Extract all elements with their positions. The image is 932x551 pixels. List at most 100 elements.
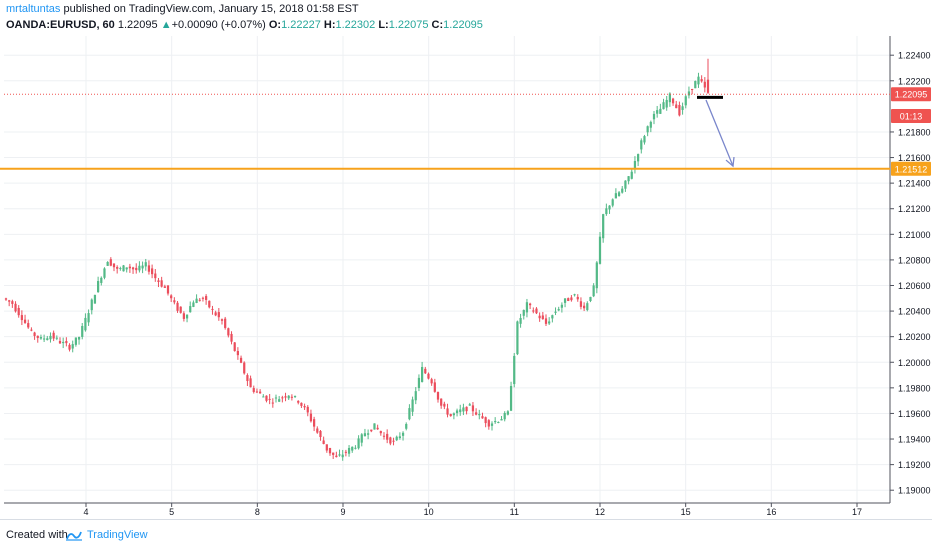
candle-body [659,108,662,114]
candle-body [703,81,706,88]
candle-body [249,378,252,388]
tradingview-link[interactable]: TradingView [87,529,148,541]
candle-body [259,391,262,394]
candle-body [506,411,509,415]
candle-body [541,315,544,320]
x-tick-label: 12 [595,507,605,517]
candle-body [176,302,179,311]
candle-body [478,414,481,416]
candle-body [77,337,81,340]
candle-body [36,335,39,338]
low-label: L: [378,19,389,31]
candle-body [538,315,541,319]
candle-body [236,351,239,356]
candle-body [392,440,395,442]
symbol-name: OANDA:EURUSD, 60 [6,19,115,31]
symbol-legend: OANDA:EURUSD, 60 1.22095 ▲+0.00090 (+0.0… [6,19,483,31]
candle-body [262,396,265,398]
candle-body [106,261,109,266]
candle-body [185,314,189,319]
candle-body [138,265,141,271]
candle-body [179,306,182,313]
candle-body [166,285,170,294]
candle-body [563,298,567,303]
candle-body [313,419,316,427]
candle-body [281,397,284,399]
candle-body [87,313,90,323]
candle-body [27,323,30,328]
publish-info: mrtaltuntas published on TradingView.com… [6,3,359,15]
candle-body [611,199,614,206]
y-tick-label: 1.21600 [898,153,931,163]
candle-body [589,296,592,302]
candle-body [602,214,605,239]
candle-body [144,262,147,267]
candle-body [398,436,401,439]
tradingview-logo-icon [66,531,82,541]
candle-body [208,300,211,308]
high-value: 1.22302 [335,19,376,31]
candle-body [627,176,630,182]
candle-body [449,414,452,417]
candle-body [471,405,475,412]
candle-body [198,299,201,301]
candle-body [297,400,300,403]
candle-body [522,309,525,316]
candle-body [17,307,20,316]
candle-body [125,267,128,270]
candle-body [52,332,55,339]
candle-body [224,318,227,328]
candle-body [332,452,335,455]
candle-body [233,342,236,351]
candle-body [548,321,551,324]
candle-body [649,121,652,128]
candle-body [319,431,322,438]
candle-body [201,297,205,299]
candle-body [544,318,548,324]
candle-body [23,319,27,323]
x-tick-label: 15 [681,507,691,517]
candle-body [316,428,319,433]
candle-body [605,208,608,215]
candle-body [481,416,484,419]
price-chart[interactable]: 1.22400 1.22200 1.21800 1.21600 1.21400 1.212… [0,36,932,519]
candle-body [405,423,408,429]
candle-body [74,337,77,345]
candle-body [567,298,570,301]
candle-body [290,396,293,398]
candle-body [211,308,214,310]
candle-body [554,311,557,313]
x-tick-label: 9 [340,507,345,517]
candle-body [484,417,487,424]
annotation-arrow [705,99,734,167]
candle-body [293,395,297,397]
candle-body [4,298,8,300]
low-value: 1.22075 [388,19,429,31]
author-link[interactable]: mrtaltuntas [6,3,61,15]
candle-body [49,335,52,340]
price-label-text: 01:13 [900,111,923,121]
candle-body [128,266,131,269]
candle-body [516,321,519,355]
candle-body [671,98,675,104]
candle-body [97,281,100,293]
candle-body [414,391,417,401]
price-label-text: 1.22095 [895,90,928,100]
created-with-text: Created with [6,529,68,541]
candle-body [694,81,697,89]
x-tick-label: 16 [766,507,776,517]
candle-body [551,315,554,319]
candle-body [30,329,33,331]
candle-body [386,433,389,440]
candle-body [347,447,351,454]
y-tick-label: 1.21200 [898,204,931,214]
candle-body [535,308,538,314]
candle-body [367,433,370,435]
candle-body [643,136,646,143]
y-tick-label: 1.21800 [898,127,931,137]
candle-body [255,391,259,393]
candle-body [656,110,659,114]
candle-body [192,302,195,307]
candle-body [494,421,497,423]
open-value: 1.22227 [281,19,321,31]
